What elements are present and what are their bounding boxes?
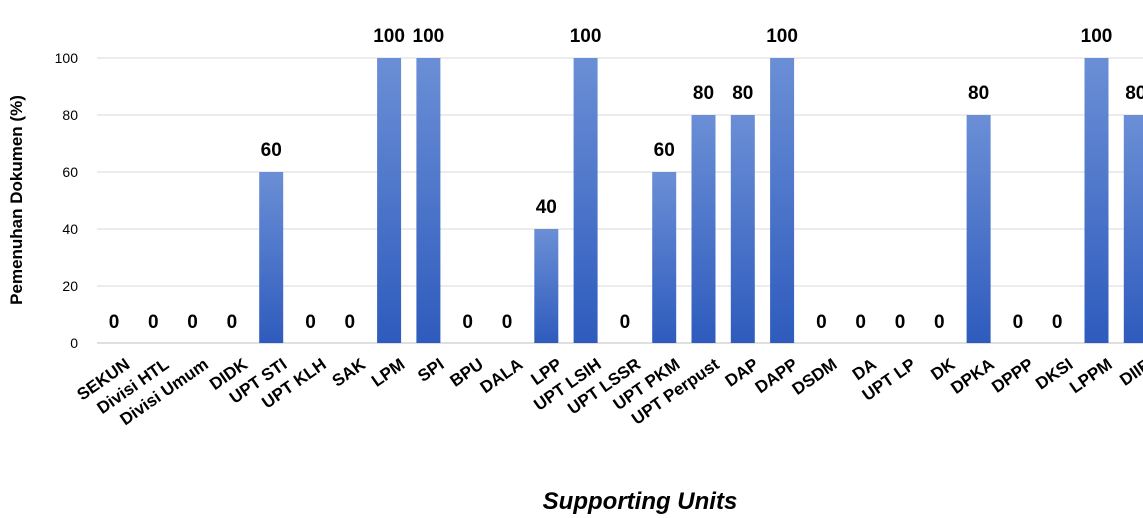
- data-label: 100: [413, 26, 445, 47]
- bar: [259, 172, 284, 343]
- y-axis-ticks: 0 20 40 60 80 100: [55, 50, 79, 351]
- data-label: 100: [570, 26, 602, 47]
- bar: [416, 58, 441, 343]
- category-label: DSDM: [789, 355, 841, 399]
- bar: [966, 115, 991, 343]
- data-label: 100: [373, 26, 405, 47]
- category-label: LPPM: [1066, 355, 1116, 398]
- data-label: 0: [109, 312, 120, 333]
- category-label: SAK: [329, 354, 370, 391]
- data-label: 0: [895, 312, 906, 333]
- data-label: 0: [305, 312, 316, 333]
- data-label: 80: [732, 83, 753, 104]
- data-label: 100: [766, 26, 798, 47]
- data-label: 0: [620, 312, 631, 333]
- x-axis-title: Supporting Units: [543, 488, 738, 515]
- data-label: 0: [345, 312, 356, 333]
- data-label: 0: [1052, 312, 1063, 333]
- y-tick-label: 100: [55, 50, 79, 66]
- bar: [377, 58, 402, 343]
- data-label: 100: [1081, 26, 1113, 47]
- data-label: 0: [462, 312, 473, 333]
- category-label: DPKA: [947, 355, 997, 398]
- data-label: 0: [502, 312, 513, 333]
- y-axis-title: Pemenuhan Dokumen (%): [7, 95, 26, 305]
- data-label: 80: [693, 83, 714, 104]
- data-label: 0: [187, 312, 198, 333]
- y-tick-label: 80: [62, 107, 78, 123]
- category-label: DALA: [477, 355, 527, 398]
- category-label: DPPP: [988, 355, 1037, 397]
- category-label: DIIB: [1116, 355, 1143, 390]
- bar: [730, 115, 755, 343]
- data-label: 80: [968, 83, 989, 104]
- data-label: 0: [855, 312, 866, 333]
- data-label: 60: [654, 140, 675, 161]
- y-tick-label: 60: [62, 164, 78, 180]
- bars: [259, 58, 1143, 343]
- bar: [770, 58, 795, 343]
- data-label: 80: [1125, 83, 1143, 104]
- data-label: 40: [536, 197, 557, 218]
- y-tick-label: 20: [62, 278, 78, 294]
- data-label: 0: [934, 312, 945, 333]
- bar: [1123, 115, 1143, 343]
- bar: [652, 172, 677, 343]
- bar: [1084, 58, 1109, 343]
- data-label: 0: [816, 312, 827, 333]
- data-label: 60: [261, 140, 282, 161]
- data-label: 0: [1013, 312, 1024, 333]
- category-label: SPI: [414, 355, 447, 386]
- bar: [691, 115, 716, 343]
- bar: [534, 229, 559, 343]
- bar: [573, 58, 598, 343]
- data-labels: 0 0 0 0 60 0 0 100 100 0 0 40 100 0 60 80 80 100 0 0 0 0 80 0 0 1…: [109, 26, 1143, 333]
- y-tick-label: 0: [70, 335, 78, 351]
- category-label: LPM: [368, 355, 408, 391]
- y-tick-label: 40: [62, 221, 78, 237]
- data-label: 0: [227, 312, 238, 333]
- data-label: 0: [148, 312, 159, 333]
